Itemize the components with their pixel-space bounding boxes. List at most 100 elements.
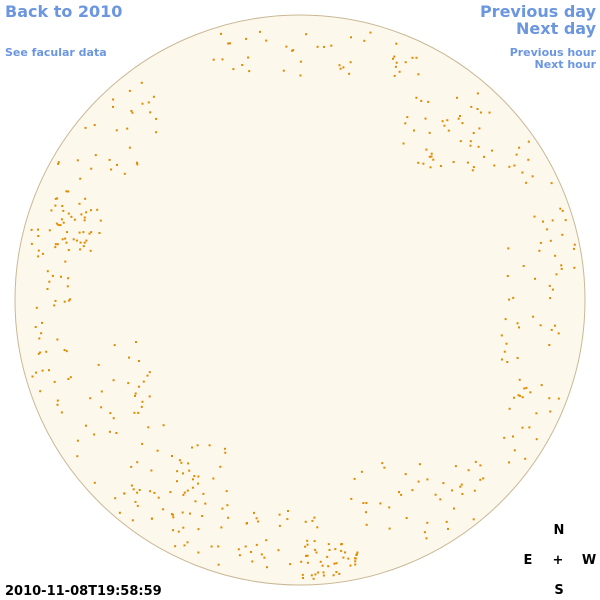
facula [41,369,44,372]
facula [57,162,60,165]
facula [522,265,525,267]
facula [326,555,329,558]
facula [459,140,462,143]
next-hour-link[interactable]: Next hour [535,58,597,71]
facula [439,498,442,501]
facula [469,140,472,143]
facula [62,209,65,212]
facula [177,530,180,533]
facula [560,264,563,267]
facula [344,551,346,554]
facula [245,37,248,40]
facula [59,224,62,227]
facula [354,563,357,566]
facula [551,219,554,222]
facula [39,390,42,393]
facula [369,31,372,34]
facula [286,518,289,521]
facula [237,548,240,551]
facula [54,204,57,207]
facula [63,349,66,351]
facula [136,163,139,166]
compass-south: S [554,583,563,598]
facula [136,161,138,164]
facula [61,238,64,241]
facula [136,491,139,494]
previous-day-link[interactable]: Previous day [480,2,597,21]
facula [347,557,350,560]
facula [573,243,576,246]
facula [300,560,303,563]
facula [76,439,79,442]
facula [474,460,477,463]
timestamp: 2010-11-08T19:58:59 [5,584,162,599]
facula [363,39,366,42]
facula [157,496,160,499]
facula [204,502,207,505]
facula [532,315,535,318]
facula [306,554,309,557]
facula [48,280,51,283]
facula [311,519,314,522]
facula [479,464,482,467]
facula [328,549,331,551]
previous-hour-link[interactable]: Previous hour [510,46,597,59]
facula [147,426,150,429]
facula [182,493,185,496]
facula [299,60,302,63]
facula [472,166,475,169]
facula [182,472,184,475]
facula [131,111,134,114]
facula [559,207,562,210]
facula [521,171,524,174]
facula [554,324,556,327]
facula [140,81,143,84]
facula [54,197,57,200]
facula [61,205,64,207]
facula [472,132,475,134]
facula [508,165,511,168]
facula [265,39,268,42]
facula [57,223,60,226]
facula [172,529,174,532]
facula [454,465,457,468]
facula [217,545,220,548]
facula [441,120,444,123]
facula [110,168,113,171]
facula [423,531,426,534]
facula [45,350,48,353]
facula [525,386,528,389]
facula [316,45,319,48]
facular-points [30,30,576,580]
facula [201,515,204,517]
facula [285,45,288,48]
facula [96,208,99,211]
back-link[interactable]: Back to 2010 [5,2,122,21]
facula [133,411,136,414]
facula [183,544,186,547]
facula [446,119,449,122]
facula [354,560,357,563]
facula [80,213,83,216]
facula [35,371,37,374]
facula [513,396,515,399]
facula [130,109,133,112]
facula [395,61,398,64]
facula [37,228,39,231]
facula [306,543,309,546]
facula [141,400,144,403]
facula [420,99,423,102]
next-day-link[interactable]: Next day [516,19,597,38]
facula [174,545,177,548]
facula [82,245,85,248]
facula [512,435,514,438]
facula [503,350,506,353]
facula [266,566,268,569]
facular-link[interactable]: See facular data [5,46,107,59]
facula [508,461,510,464]
facula [557,332,560,335]
facula [37,235,40,237]
facula [169,491,172,494]
facula [439,165,442,167]
facula [189,512,191,515]
